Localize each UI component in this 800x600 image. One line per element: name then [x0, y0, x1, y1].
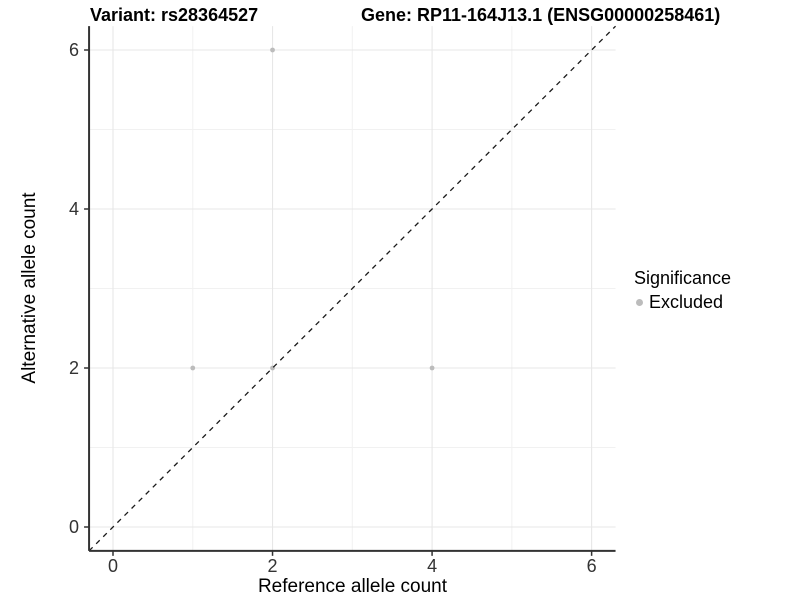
y-tick-label: 4: [69, 199, 79, 219]
plot-title-gene: Gene: RP11-164J13.1 (ENSG00000258461): [361, 5, 721, 25]
x-axis-title: Reference allele count: [257, 576, 448, 597]
y-tick-label: 0: [69, 517, 79, 537]
plot-title-variant: Variant: rs28364527: [90, 5, 259, 25]
legend-point-icon: [636, 299, 643, 306]
identity-dashed-line: [88, 25, 617, 552]
x-tick-label: 6: [587, 556, 597, 576]
x-tick-label: 2: [268, 556, 278, 576]
data-point: [270, 47, 275, 53]
legend-item-label: Excluded: [649, 292, 724, 312]
y-tick-label: 2: [69, 358, 79, 378]
data-point: [429, 365, 435, 371]
y-tick-label: 6: [69, 40, 79, 60]
legend-item-excluded: Excluded: [632, 292, 731, 313]
y-axis-title: Alternative allele count: [19, 192, 40, 384]
x-tick-label: 0: [108, 556, 118, 576]
data-point: [190, 365, 196, 371]
x-tick-label: 4: [427, 556, 437, 576]
legend: Significance Excluded: [632, 268, 731, 313]
legend-title: Significance: [634, 268, 732, 288]
